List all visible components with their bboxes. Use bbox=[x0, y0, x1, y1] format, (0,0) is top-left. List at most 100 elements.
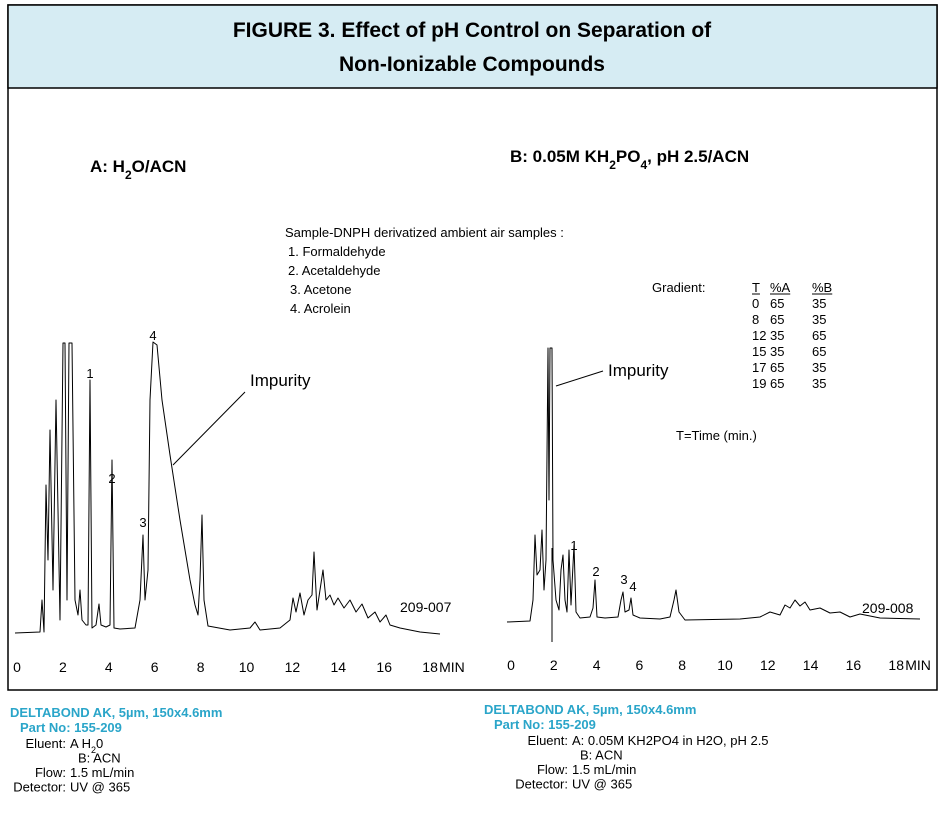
text-part: 1.5 mL/min bbox=[572, 762, 636, 777]
text-part: B: ACN bbox=[580, 748, 623, 763]
text-part: PO bbox=[616, 147, 641, 166]
text-part: A: H bbox=[90, 157, 125, 176]
subscript: 2 bbox=[609, 158, 616, 172]
chromatogram-trace bbox=[14, 341, 441, 635]
impurity-pointer bbox=[172, 391, 246, 466]
peak-label: 3 bbox=[139, 515, 146, 530]
spec-value: UV @ 365 bbox=[70, 780, 130, 795]
text-part: UV @ 365 bbox=[572, 777, 632, 792]
spec-value: UV @ 365 bbox=[572, 777, 632, 792]
x-tick-label: 10 bbox=[717, 657, 733, 673]
spec-key: Flow: bbox=[35, 765, 66, 780]
gradient-cell: 35 bbox=[812, 296, 826, 311]
x-tick-label: 4 bbox=[105, 659, 113, 675]
part-number: Part No: 155-209 bbox=[494, 717, 596, 732]
gradient-cell: 0 bbox=[752, 296, 759, 311]
chromatogram-trace bbox=[506, 347, 921, 623]
spec-key: Flow: bbox=[537, 762, 568, 777]
part-number: Part No: 155-209 bbox=[20, 720, 122, 735]
text-part: 1.5 mL/min bbox=[70, 765, 134, 780]
gradient-cell: 65 bbox=[770, 296, 784, 311]
gradient-label: Gradient: bbox=[652, 280, 705, 295]
x-tick-label: 6 bbox=[151, 659, 159, 675]
impurity-label: Impurity bbox=[250, 371, 311, 390]
x-tick-label: 12 bbox=[760, 657, 776, 673]
peak-label: 1 bbox=[570, 538, 577, 553]
gradient-cell: 19 bbox=[752, 376, 766, 391]
sample-item: 1. Formaldehyde bbox=[288, 244, 386, 259]
x-tick-label: 14 bbox=[331, 659, 347, 675]
gradient-cell: 15 bbox=[752, 344, 766, 359]
gradient-header: T bbox=[752, 280, 760, 295]
x-tick-label: 2 bbox=[59, 659, 67, 675]
gradient-cell: 65 bbox=[812, 344, 826, 359]
gradient-header: %A bbox=[770, 280, 791, 295]
x-axis-unit: MIN bbox=[439, 659, 465, 675]
subscript: 2 bbox=[125, 168, 132, 182]
x-tick-label: 0 bbox=[507, 657, 515, 673]
x-tick-label: 16 bbox=[846, 657, 862, 673]
peak-label: 2 bbox=[592, 564, 599, 579]
text-part: O/ACN bbox=[132, 157, 187, 176]
impurity-pointer bbox=[555, 370, 604, 387]
x-tick-label: 0 bbox=[13, 659, 21, 675]
gradient-cell: 35 bbox=[770, 344, 784, 359]
gradient-cell: 65 bbox=[770, 376, 784, 391]
gradient-note: T=Time (min.) bbox=[676, 428, 757, 443]
gradient-cell: 35 bbox=[770, 328, 784, 343]
peak-label: 3 bbox=[620, 572, 627, 587]
sample-title: Sample-DNPH derivatized ambient air samp… bbox=[285, 225, 564, 240]
text-part: A: 0.05M KH2PO4 in H2O, pH 2.5 bbox=[572, 733, 769, 748]
gradient-cell: 35 bbox=[812, 360, 826, 375]
subscript: 4 bbox=[640, 158, 647, 172]
peak-label: 4 bbox=[149, 328, 156, 343]
gradient-cell: 12 bbox=[752, 328, 766, 343]
text-part: B: ACN bbox=[78, 751, 121, 766]
peak-label: 2 bbox=[108, 471, 115, 486]
panel-label: B: 0.05M KH2PO4, pH 2.5/ACN bbox=[510, 147, 749, 172]
x-tick-label: 8 bbox=[678, 657, 686, 673]
x-axis-unit: MIN bbox=[905, 657, 931, 673]
spec-key: Detector: bbox=[515, 777, 568, 792]
chromatogram-code: 209-007 bbox=[400, 599, 452, 615]
subscript: 2 bbox=[91, 745, 96, 755]
gradient-cell: 35 bbox=[812, 376, 826, 391]
spec-value: B: ACN bbox=[580, 748, 623, 763]
spec-value: 1.5 mL/min bbox=[572, 762, 636, 777]
gradient-cell: 65 bbox=[770, 312, 784, 327]
x-tick-label: 10 bbox=[239, 659, 255, 675]
x-tick-label: 14 bbox=[803, 657, 819, 673]
spec-value: 1.5 mL/min bbox=[70, 765, 134, 780]
column-name: DELTABOND AK, 5µm, 150x4.6mm bbox=[10, 705, 222, 720]
x-tick-label: 8 bbox=[197, 659, 205, 675]
x-tick-label: 12 bbox=[285, 659, 301, 675]
text-part: A H bbox=[70, 736, 91, 751]
gradient-cell: 35 bbox=[812, 312, 826, 327]
spec-value: B: ACN bbox=[78, 751, 121, 766]
text-part: B: 0.05M KH bbox=[510, 147, 609, 166]
x-tick-label: 18 bbox=[422, 659, 438, 675]
x-tick-label: 6 bbox=[636, 657, 644, 673]
chromatogram-code: 209-008 bbox=[862, 600, 914, 616]
title-band bbox=[7, 4, 938, 89]
peak-label: 4 bbox=[629, 579, 636, 594]
panel-label: A: H2O/ACN bbox=[90, 157, 186, 182]
gradient-cell: 8 bbox=[752, 312, 759, 327]
spec-key: Detector: bbox=[13, 780, 66, 795]
title: FIGURE 3. Effect of pH Control on Separa… bbox=[233, 19, 712, 42]
spec-value: A: 0.05M KH2PO4 in H2O, pH 2.5 bbox=[572, 733, 769, 748]
x-tick-label: 2 bbox=[550, 657, 558, 673]
peak-label: 1 bbox=[86, 366, 93, 381]
gradient-header: %B bbox=[812, 280, 832, 295]
x-tick-label: 16 bbox=[376, 659, 392, 675]
text-part: , pH 2.5/ACN bbox=[647, 147, 749, 166]
text-part: UV @ 365 bbox=[70, 780, 130, 795]
title: Non-Ionizable Compounds bbox=[339, 53, 605, 76]
column-name: DELTABOND AK, 5µm, 150x4.6mm bbox=[484, 702, 696, 717]
sample-item: 2. Acetaldehyde bbox=[288, 263, 381, 278]
x-tick-label: 18 bbox=[888, 657, 904, 673]
frame bbox=[7, 4, 938, 691]
spec-key: Eluent: bbox=[26, 736, 66, 751]
